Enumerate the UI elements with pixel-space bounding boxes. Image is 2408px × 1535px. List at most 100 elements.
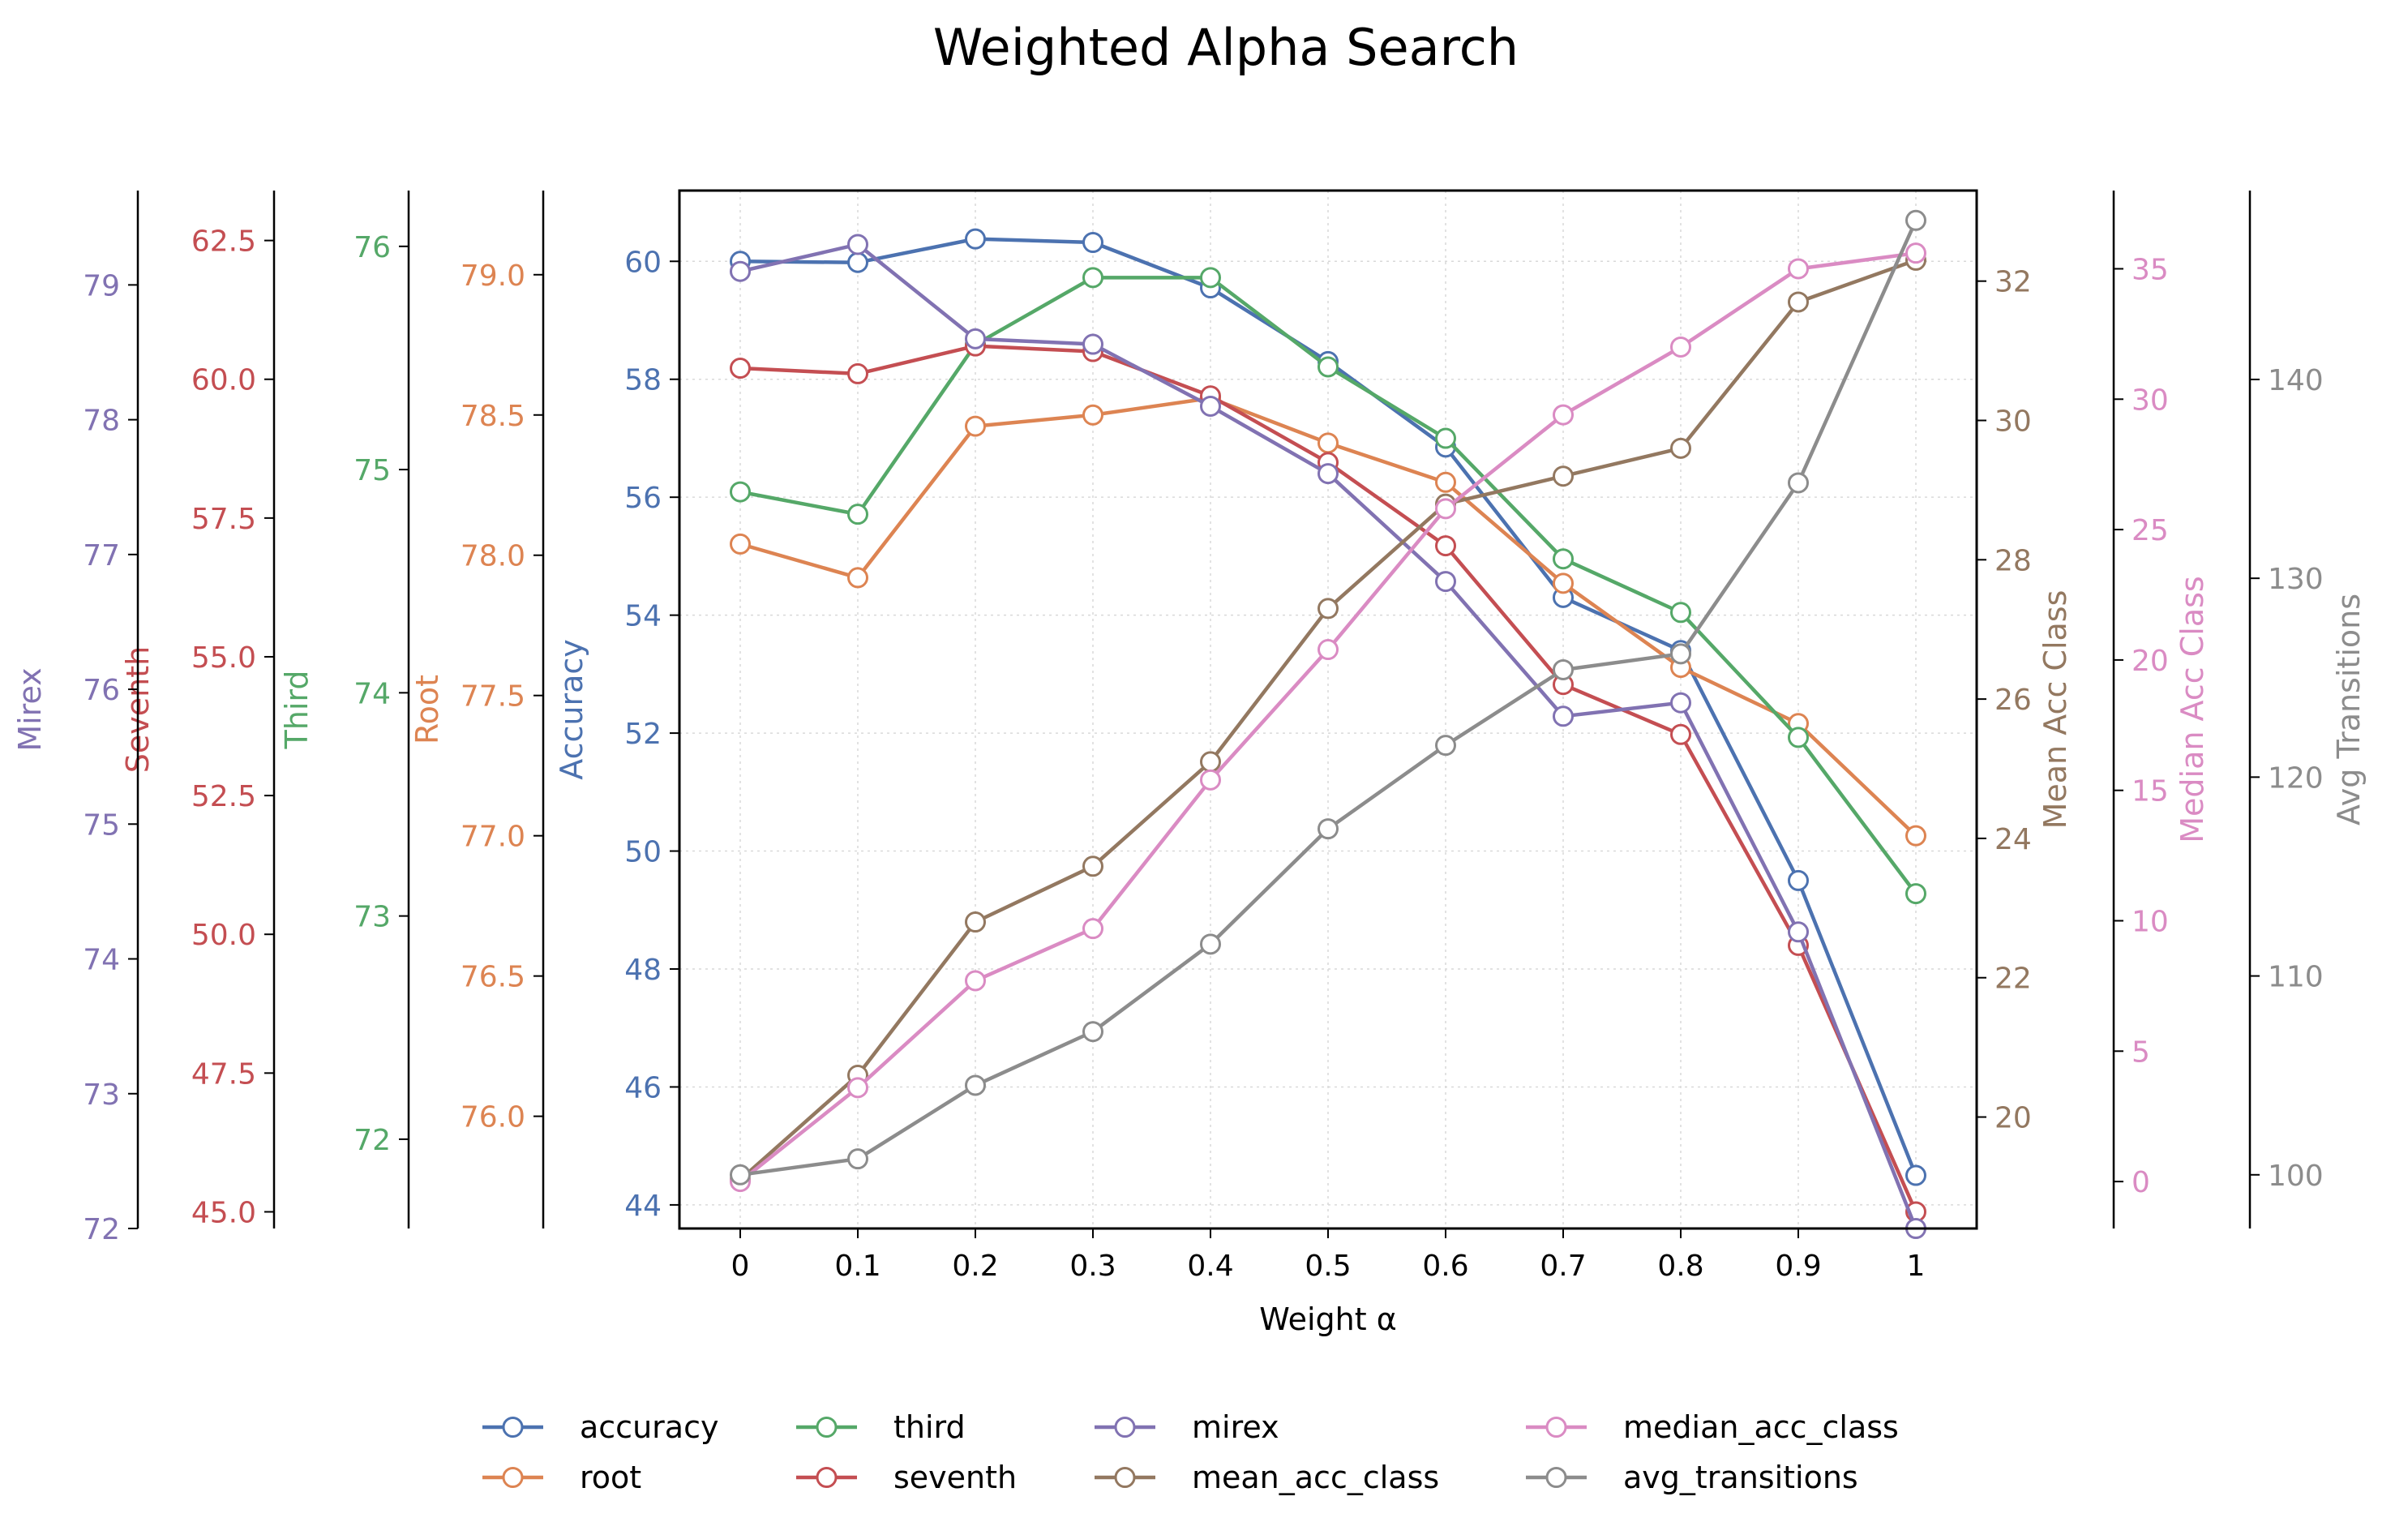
third-tick-label: 72 bbox=[353, 1124, 391, 1157]
median_acc_class-point bbox=[1670, 336, 1691, 358]
mean_acc_class-point bbox=[1788, 291, 1809, 313]
median_acc_class-point bbox=[965, 970, 986, 992]
mirex-point bbox=[965, 328, 986, 349]
mirex-point bbox=[730, 260, 751, 282]
mean_acc_class-tick-label: 26 bbox=[1995, 684, 2032, 717]
avg_transitions-point bbox=[1905, 209, 1926, 231]
avg_transitions-point bbox=[1670, 643, 1691, 665]
accuracy-tick-label: 56 bbox=[624, 482, 662, 515]
accuracy-point bbox=[847, 251, 868, 273]
mean_acc_class-tick-label: 30 bbox=[1995, 405, 2032, 438]
median_acc_class-axis-title: Median Acc Class bbox=[2174, 576, 2210, 843]
root-point bbox=[730, 533, 751, 555]
x-tick-label: 0.6 bbox=[1422, 1250, 1468, 1283]
mirex-tick-label: 78 bbox=[83, 405, 120, 438]
root-tick-label: 79.0 bbox=[461, 259, 525, 293]
root-point bbox=[1318, 432, 1339, 454]
third-tick-label: 75 bbox=[353, 454, 391, 487]
median_acc_class-tick-label: 5 bbox=[2132, 1035, 2150, 1069]
median_acc_class-point bbox=[847, 1077, 868, 1099]
root-tick-label: 78.0 bbox=[461, 540, 525, 573]
median_acc_class-tick-label: 20 bbox=[2132, 645, 2169, 678]
root-point bbox=[1905, 825, 1926, 847]
legend-marker-seventh bbox=[816, 1467, 838, 1488]
avg_transitions-tick-label: 120 bbox=[2268, 761, 2324, 795]
x-tick-label: 0.9 bbox=[1775, 1250, 1821, 1283]
seventh-tick-label: 52.5 bbox=[191, 780, 256, 813]
third-tick-label: 73 bbox=[353, 901, 391, 934]
seventh-tick-label: 60.0 bbox=[191, 364, 256, 397]
mirex-tick-label: 72 bbox=[83, 1213, 120, 1246]
seventh-point bbox=[730, 358, 751, 379]
third-tick-label: 76 bbox=[353, 231, 391, 264]
root-point bbox=[847, 567, 868, 589]
x-tick-label: 0.8 bbox=[1657, 1250, 1703, 1283]
legend-marker-root bbox=[502, 1467, 524, 1488]
legend-label-third: third bbox=[893, 1409, 966, 1445]
axes: 0 0.1 0.2 0.3 0.4 0.5 0.6 0.7 0.8 0.9 144464850525… bbox=[12, 191, 2367, 1283]
accuracy-tick-label: 60 bbox=[624, 246, 662, 279]
mirex-tick-label: 76 bbox=[83, 674, 120, 707]
x-tick-label: 0 bbox=[731, 1250, 750, 1283]
mean_acc_class-axis-title: Mean Acc Class bbox=[2037, 590, 2073, 830]
legend-label-mean_acc_class: mean_acc_class bbox=[1192, 1460, 1439, 1495]
third-point bbox=[1200, 267, 1221, 289]
median_acc_class-point bbox=[1905, 242, 1926, 264]
root-point bbox=[965, 415, 986, 437]
mean_acc_class-point bbox=[1082, 855, 1103, 877]
accuracy-tick-label: 58 bbox=[624, 364, 662, 397]
mirex-tick-label: 79 bbox=[83, 269, 120, 302]
third-point bbox=[1082, 267, 1103, 289]
x-tick-label: 0.7 bbox=[1540, 1250, 1586, 1283]
series bbox=[730, 209, 1926, 1239]
mirex-point bbox=[1082, 333, 1103, 355]
median_acc_class-point bbox=[1788, 258, 1809, 280]
avg_transitions-point bbox=[1082, 1021, 1103, 1043]
mean_acc_class-point bbox=[1200, 751, 1221, 773]
legend-label-mirex: mirex bbox=[1192, 1409, 1279, 1445]
mean_acc_class-tick-label: 24 bbox=[1995, 823, 2032, 856]
seventh-point bbox=[847, 362, 868, 384]
median_acc_class-tick-label: 0 bbox=[2132, 1166, 2150, 1199]
root-tick-label: 77.0 bbox=[461, 821, 525, 854]
root-point bbox=[1553, 572, 1574, 594]
legend-label-avg_transitions: avg_transitions bbox=[1623, 1460, 1858, 1495]
mean_acc_class-tick-label: 22 bbox=[1995, 963, 2032, 996]
legend-marker-third bbox=[816, 1417, 838, 1438]
root-tick-label: 76.0 bbox=[461, 1101, 525, 1134]
third-point bbox=[1788, 727, 1809, 748]
seventh-tick-label: 57.5 bbox=[191, 503, 256, 536]
mirex-tick-label: 73 bbox=[83, 1078, 120, 1112]
mirex-point bbox=[1670, 692, 1691, 714]
accuracy-tick-label: 46 bbox=[624, 1071, 662, 1104]
third-tick-label: 74 bbox=[353, 677, 391, 710]
mirex-point bbox=[1200, 395, 1221, 417]
root-tick-label: 77.5 bbox=[461, 680, 525, 714]
avg_transitions-tick-label: 130 bbox=[2268, 563, 2324, 596]
x-axis-title: Weight α bbox=[1259, 1301, 1397, 1337]
legend-marker-accuracy bbox=[502, 1417, 524, 1438]
seventh-tick-label: 50.0 bbox=[191, 919, 256, 952]
accuracy-tick-label: 48 bbox=[624, 954, 662, 987]
legend-marker-median_acc_class bbox=[1545, 1417, 1567, 1438]
mirex-point bbox=[1318, 463, 1339, 485]
seventh-point bbox=[1435, 535, 1456, 557]
legend-marker-mirex bbox=[1114, 1417, 1136, 1438]
avg_transitions-tick-label: 100 bbox=[2268, 1160, 2324, 1193]
third-point bbox=[1435, 427, 1456, 449]
avg_transitions-point bbox=[1553, 658, 1574, 680]
mirex-point bbox=[1435, 571, 1456, 593]
chart-title: Weighted Alpha Search bbox=[933, 18, 1519, 77]
third-point bbox=[1318, 356, 1339, 378]
avg_transitions-tick-label: 140 bbox=[2268, 364, 2324, 397]
accuracy-axis-title: Accuracy bbox=[554, 639, 589, 780]
mirex-tick-label: 77 bbox=[83, 539, 120, 572]
seventh-tick-label: 55.0 bbox=[191, 641, 256, 675]
legend-label-seventh: seventh bbox=[893, 1460, 1017, 1495]
x-tick-label: 0.3 bbox=[1069, 1250, 1116, 1283]
median_acc_class-tick-label: 30 bbox=[2132, 384, 2169, 417]
x-tick-label: 0.5 bbox=[1305, 1250, 1351, 1283]
third-point bbox=[1905, 883, 1926, 905]
seventh-point bbox=[1670, 723, 1691, 745]
